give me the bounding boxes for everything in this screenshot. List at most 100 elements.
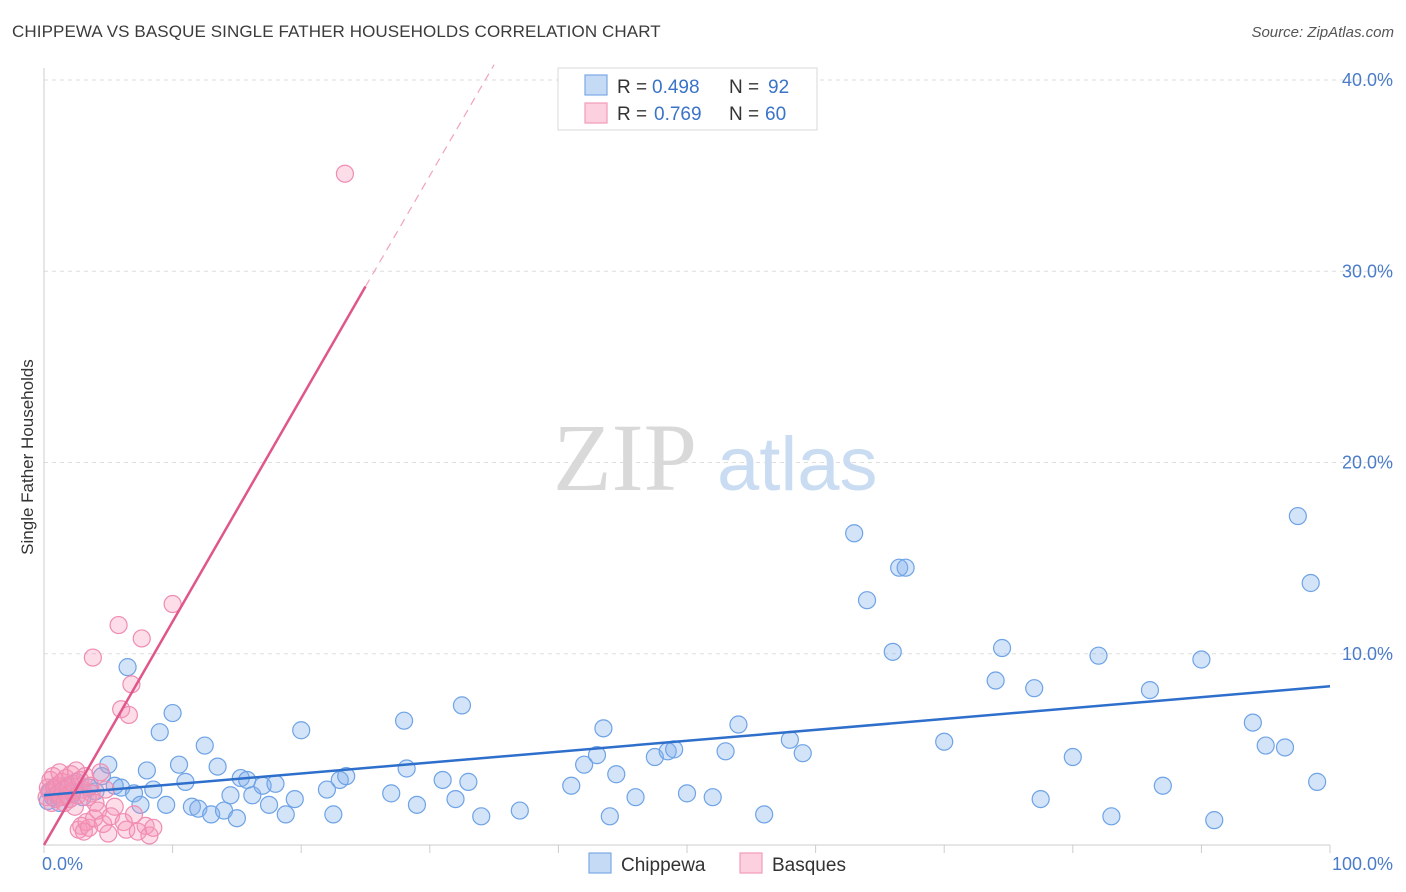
point-basques bbox=[99, 824, 118, 843]
point-chippewa bbox=[594, 719, 613, 738]
point-chippewa bbox=[1275, 738, 1295, 757]
bottom-legend-basques: Basques bbox=[772, 855, 846, 876]
chart-title: CHIPPEWA VS BASQUE SINGLE FATHER HOUSEHO… bbox=[12, 22, 661, 41]
watermark-atlas: atlas bbox=[717, 422, 878, 507]
point-chippewa bbox=[703, 788, 722, 807]
trend-line-chippewa bbox=[43, 685, 1331, 797]
point-chippewa bbox=[626, 788, 645, 807]
x-tick-label: 0.0% bbox=[42, 854, 83, 874]
legend-swatch-basques bbox=[584, 102, 608, 124]
point-chippewa bbox=[607, 765, 626, 784]
point-chippewa bbox=[896, 558, 915, 577]
point-chippewa bbox=[144, 780, 163, 799]
point-chippewa bbox=[324, 805, 343, 824]
legend-r-chippewa: 0.498 bbox=[652, 77, 700, 98]
point-chippewa bbox=[292, 721, 311, 740]
trend-line-basques bbox=[42, 285, 367, 846]
legend-r-basques: 0.769 bbox=[654, 104, 702, 125]
point-chippewa bbox=[317, 780, 337, 799]
y-tick-label: 40.0% bbox=[1342, 70, 1393, 90]
point-basques bbox=[91, 763, 110, 782]
point-basques bbox=[163, 594, 182, 614]
point-chippewa bbox=[755, 805, 774, 824]
point-chippewa bbox=[99, 755, 118, 774]
point-chippewa bbox=[780, 730, 799, 749]
point-basques bbox=[94, 814, 113, 834]
y-tick-label: 10.0% bbox=[1342, 644, 1393, 664]
point-chippewa bbox=[1153, 776, 1172, 795]
gridlines bbox=[44, 79, 1392, 655]
series-legend: Chippewa Basques bbox=[588, 852, 846, 876]
point-chippewa bbox=[446, 789, 465, 809]
point-chippewa bbox=[238, 770, 257, 790]
point-chippewa bbox=[1205, 811, 1224, 830]
point-chippewa bbox=[276, 805, 295, 824]
point-chippewa bbox=[729, 715, 748, 734]
svg-text:R =: R = bbox=[617, 104, 647, 125]
point-chippewa bbox=[157, 795, 176, 814]
point-basques bbox=[105, 797, 124, 816]
point-chippewa bbox=[195, 736, 214, 755]
bottom-legend-swatch-chippewa bbox=[588, 852, 612, 874]
point-basques bbox=[117, 820, 136, 839]
y-axis-label: Single Father Households bbox=[18, 359, 37, 555]
y-tick-label: 20.0% bbox=[1342, 453, 1393, 473]
point-chippewa bbox=[382, 784, 401, 803]
point-chippewa bbox=[259, 795, 279, 814]
point-chippewa bbox=[883, 642, 902, 661]
axes bbox=[43, 68, 1331, 853]
point-chippewa bbox=[992, 638, 1012, 658]
data-points bbox=[37, 164, 1327, 845]
point-chippewa bbox=[227, 809, 246, 828]
point-chippewa bbox=[131, 795, 150, 814]
point-chippewa bbox=[150, 723, 169, 742]
trend-line-basques-extension bbox=[364, 64, 495, 287]
point-chippewa bbox=[472, 807, 491, 826]
point-chippewa bbox=[169, 755, 189, 774]
point-chippewa bbox=[1256, 736, 1275, 755]
point-chippewa bbox=[1301, 573, 1320, 593]
point-chippewa bbox=[1025, 679, 1044, 698]
stats-legend: R = 0.498 N = 92 R = 0.769 N = 60 bbox=[557, 67, 818, 131]
point-basques bbox=[335, 164, 355, 183]
point-basques bbox=[109, 615, 128, 635]
point-chippewa bbox=[1031, 789, 1050, 809]
point-chippewa bbox=[793, 744, 812, 763]
source-label: Source: ZipAtlas.com bbox=[1251, 24, 1394, 41]
point-basques bbox=[124, 805, 144, 824]
svg-text:N =: N = bbox=[729, 77, 759, 98]
point-chippewa bbox=[1243, 713, 1262, 732]
bottom-legend-swatch-basques bbox=[739, 852, 763, 874]
point-chippewa bbox=[118, 658, 137, 677]
point-chippewa bbox=[182, 797, 201, 816]
point-chippewa bbox=[285, 789, 304, 809]
point-chippewa bbox=[600, 807, 619, 826]
point-chippewa bbox=[459, 772, 478, 791]
legend-n-chippewa: 92 bbox=[768, 77, 789, 98]
point-chippewa bbox=[677, 784, 697, 803]
svg-text:N =: N = bbox=[729, 104, 759, 125]
point-chippewa bbox=[1288, 506, 1307, 526]
y-tick-label: 30.0% bbox=[1342, 261, 1393, 281]
point-chippewa bbox=[1192, 650, 1211, 669]
point-chippewa bbox=[986, 671, 1005, 690]
point-chippewa bbox=[587, 746, 607, 765]
point-basques bbox=[79, 818, 99, 837]
point-chippewa bbox=[716, 742, 735, 761]
point-chippewa bbox=[1063, 747, 1082, 767]
point-chippewa bbox=[890, 558, 909, 577]
trend-lines bbox=[42, 64, 1331, 846]
point-chippewa bbox=[394, 711, 414, 730]
legend-swatch-chippewa bbox=[584, 74, 608, 96]
point-basques bbox=[83, 648, 102, 667]
x-tick-label: 100.0% bbox=[1332, 854, 1393, 874]
point-chippewa bbox=[337, 767, 356, 786]
point-chippewa bbox=[397, 759, 416, 778]
point-chippewa bbox=[407, 795, 427, 814]
point-chippewa bbox=[433, 770, 452, 790]
point-basques bbox=[119, 705, 138, 725]
point-chippewa bbox=[1089, 646, 1108, 665]
point-basques bbox=[144, 818, 163, 837]
point-chippewa bbox=[575, 755, 594, 774]
